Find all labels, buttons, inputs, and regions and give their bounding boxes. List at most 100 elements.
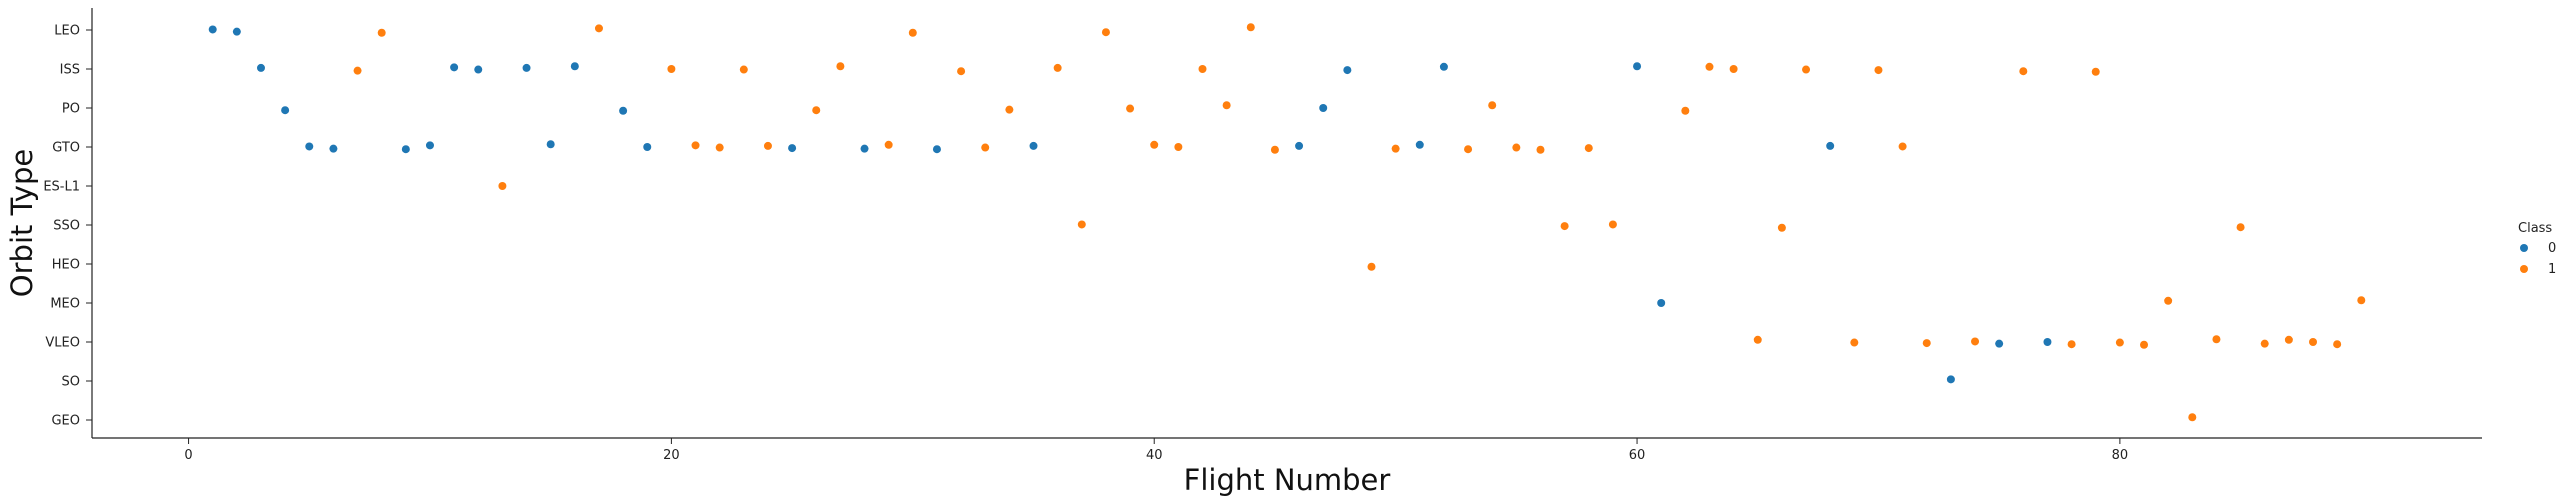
data-point-class-0 [1995,339,2004,348]
y-tick-label: SO [62,375,80,390]
data-point-class-1 [1512,143,1521,152]
data-point-class-1 [1729,65,1738,73]
data-point-class-1 [2236,223,2245,232]
data-point-class-0 [281,106,290,115]
data-point-class-1 [498,182,507,190]
legend-title: Class [2518,221,2552,236]
data-point-class-1 [1222,101,1231,110]
data-point-class-1 [2284,335,2293,344]
data-point-class-1 [1536,145,1545,154]
data-point-class-0 [570,62,579,71]
y-tick-label: LEO [54,24,80,39]
y-tick-label: VLEO [45,336,80,351]
data-point-class-1 [2091,67,2100,76]
data-point-class-0 [1343,66,1352,75]
data-point-class-0 [1633,62,1642,71]
data-point-class-0 [401,145,410,154]
data-point-class-0 [232,27,241,36]
data-point-class-1 [1777,223,1786,232]
data-point-class-0 [1319,104,1328,112]
data-point-class-1 [1053,63,1062,72]
data-point-class-1 [1005,105,1014,114]
data-point-class-0 [256,63,265,72]
data-point-class-1 [908,28,917,37]
y-tick-label: ISS [60,63,80,78]
data-point-class-1 [957,67,966,76]
data-point-class-1 [691,141,700,150]
data-point-class-0 [643,143,652,151]
data-point-class-0 [546,140,555,149]
data-point-class-1 [1246,23,1255,32]
y-tick-label: MEO [50,297,80,312]
data-point-class-0 [1826,141,1835,150]
data-point-class-1 [2212,335,2221,344]
data-point-class-0 [305,142,314,151]
data-point-class-1 [667,65,676,73]
data-point-class-0 [1029,141,1038,150]
data-point-class-1 [1391,144,1400,153]
data-point-class-1 [594,24,603,33]
data-point-class-0 [474,65,483,74]
data-point-class-1 [884,140,893,149]
data-point-class-1 [1488,101,1497,110]
data-point-class-1 [1464,145,1473,154]
data-point-class-0 [450,63,459,72]
data-point-class-1 [1126,104,1135,113]
data-point-class-0 [329,144,338,153]
data-point-class-1 [2188,413,2197,422]
data-point-class-1 [1874,66,1883,75]
data-point-class-1 [1270,145,1279,154]
y-tick-label: ES-L1 [43,180,80,195]
x-tick-label: 80 [2112,448,2129,463]
y-tick-label: HEO [52,258,80,273]
x-axis-title: Flight Number [1184,463,1391,497]
data-point-class-1 [353,66,362,75]
data-point-class-1 [2019,67,2028,76]
data-point-class-1 [1150,140,1159,149]
data-point-class-1 [739,65,748,74]
legend-label-class-0: 0 [2548,241,2556,256]
legend-label-class-1: 1 [2548,262,2556,277]
data-point-class-1 [2067,340,2076,349]
data-point-class-1 [2309,338,2318,346]
data-points [208,23,2366,422]
data-point-class-0 [788,144,797,153]
y-axis-ticks: LEO ISS PO GTO ES-L1 SSO HEO MEO VLEO SO GEO [43,24,92,429]
x-tick-label: 0 [184,448,192,463]
data-point-class-1 [1971,337,1980,346]
data-point-class-1 [1850,338,1859,347]
data-point-class-1 [1101,28,1110,37]
y-tick-label: GTO [52,141,80,156]
data-point-class-0 [425,141,434,150]
data-point-class-0 [1295,141,1304,150]
y-tick-label: GEO [51,414,80,429]
data-point-class-0 [932,145,941,154]
data-point-class-1 [1802,65,1811,74]
legend-marker-class-1 [2520,265,2528,273]
data-point-class-1 [2115,338,2124,347]
data-point-class-0 [1439,62,1448,71]
data-point-class-1 [2333,340,2342,349]
legend: Class 0 1 [2518,221,2556,277]
x-tick-label: 20 [663,448,680,463]
data-point-class-1 [2357,296,2366,305]
data-point-class-1 [1367,262,1376,271]
data-point-class-0 [2043,338,2052,346]
data-point-class-0 [1657,299,1666,307]
data-point-class-1 [1608,220,1617,229]
data-point-class-1 [1077,220,1086,229]
data-point-class-0 [619,106,628,115]
data-point-class-0 [522,63,531,72]
data-point-class-1 [812,106,821,115]
data-point-class-1 [981,143,990,152]
data-point-class-0 [860,144,869,153]
data-point-class-0 [208,25,217,34]
data-point-class-1 [715,143,724,152]
y-tick-label: PO [62,102,80,117]
legend-marker-class-0 [2520,244,2528,252]
data-point-class-1 [763,141,772,150]
data-point-class-1 [1705,62,1714,71]
data-point-class-1 [2140,340,2149,349]
y-tick-label: SSO [53,219,80,234]
